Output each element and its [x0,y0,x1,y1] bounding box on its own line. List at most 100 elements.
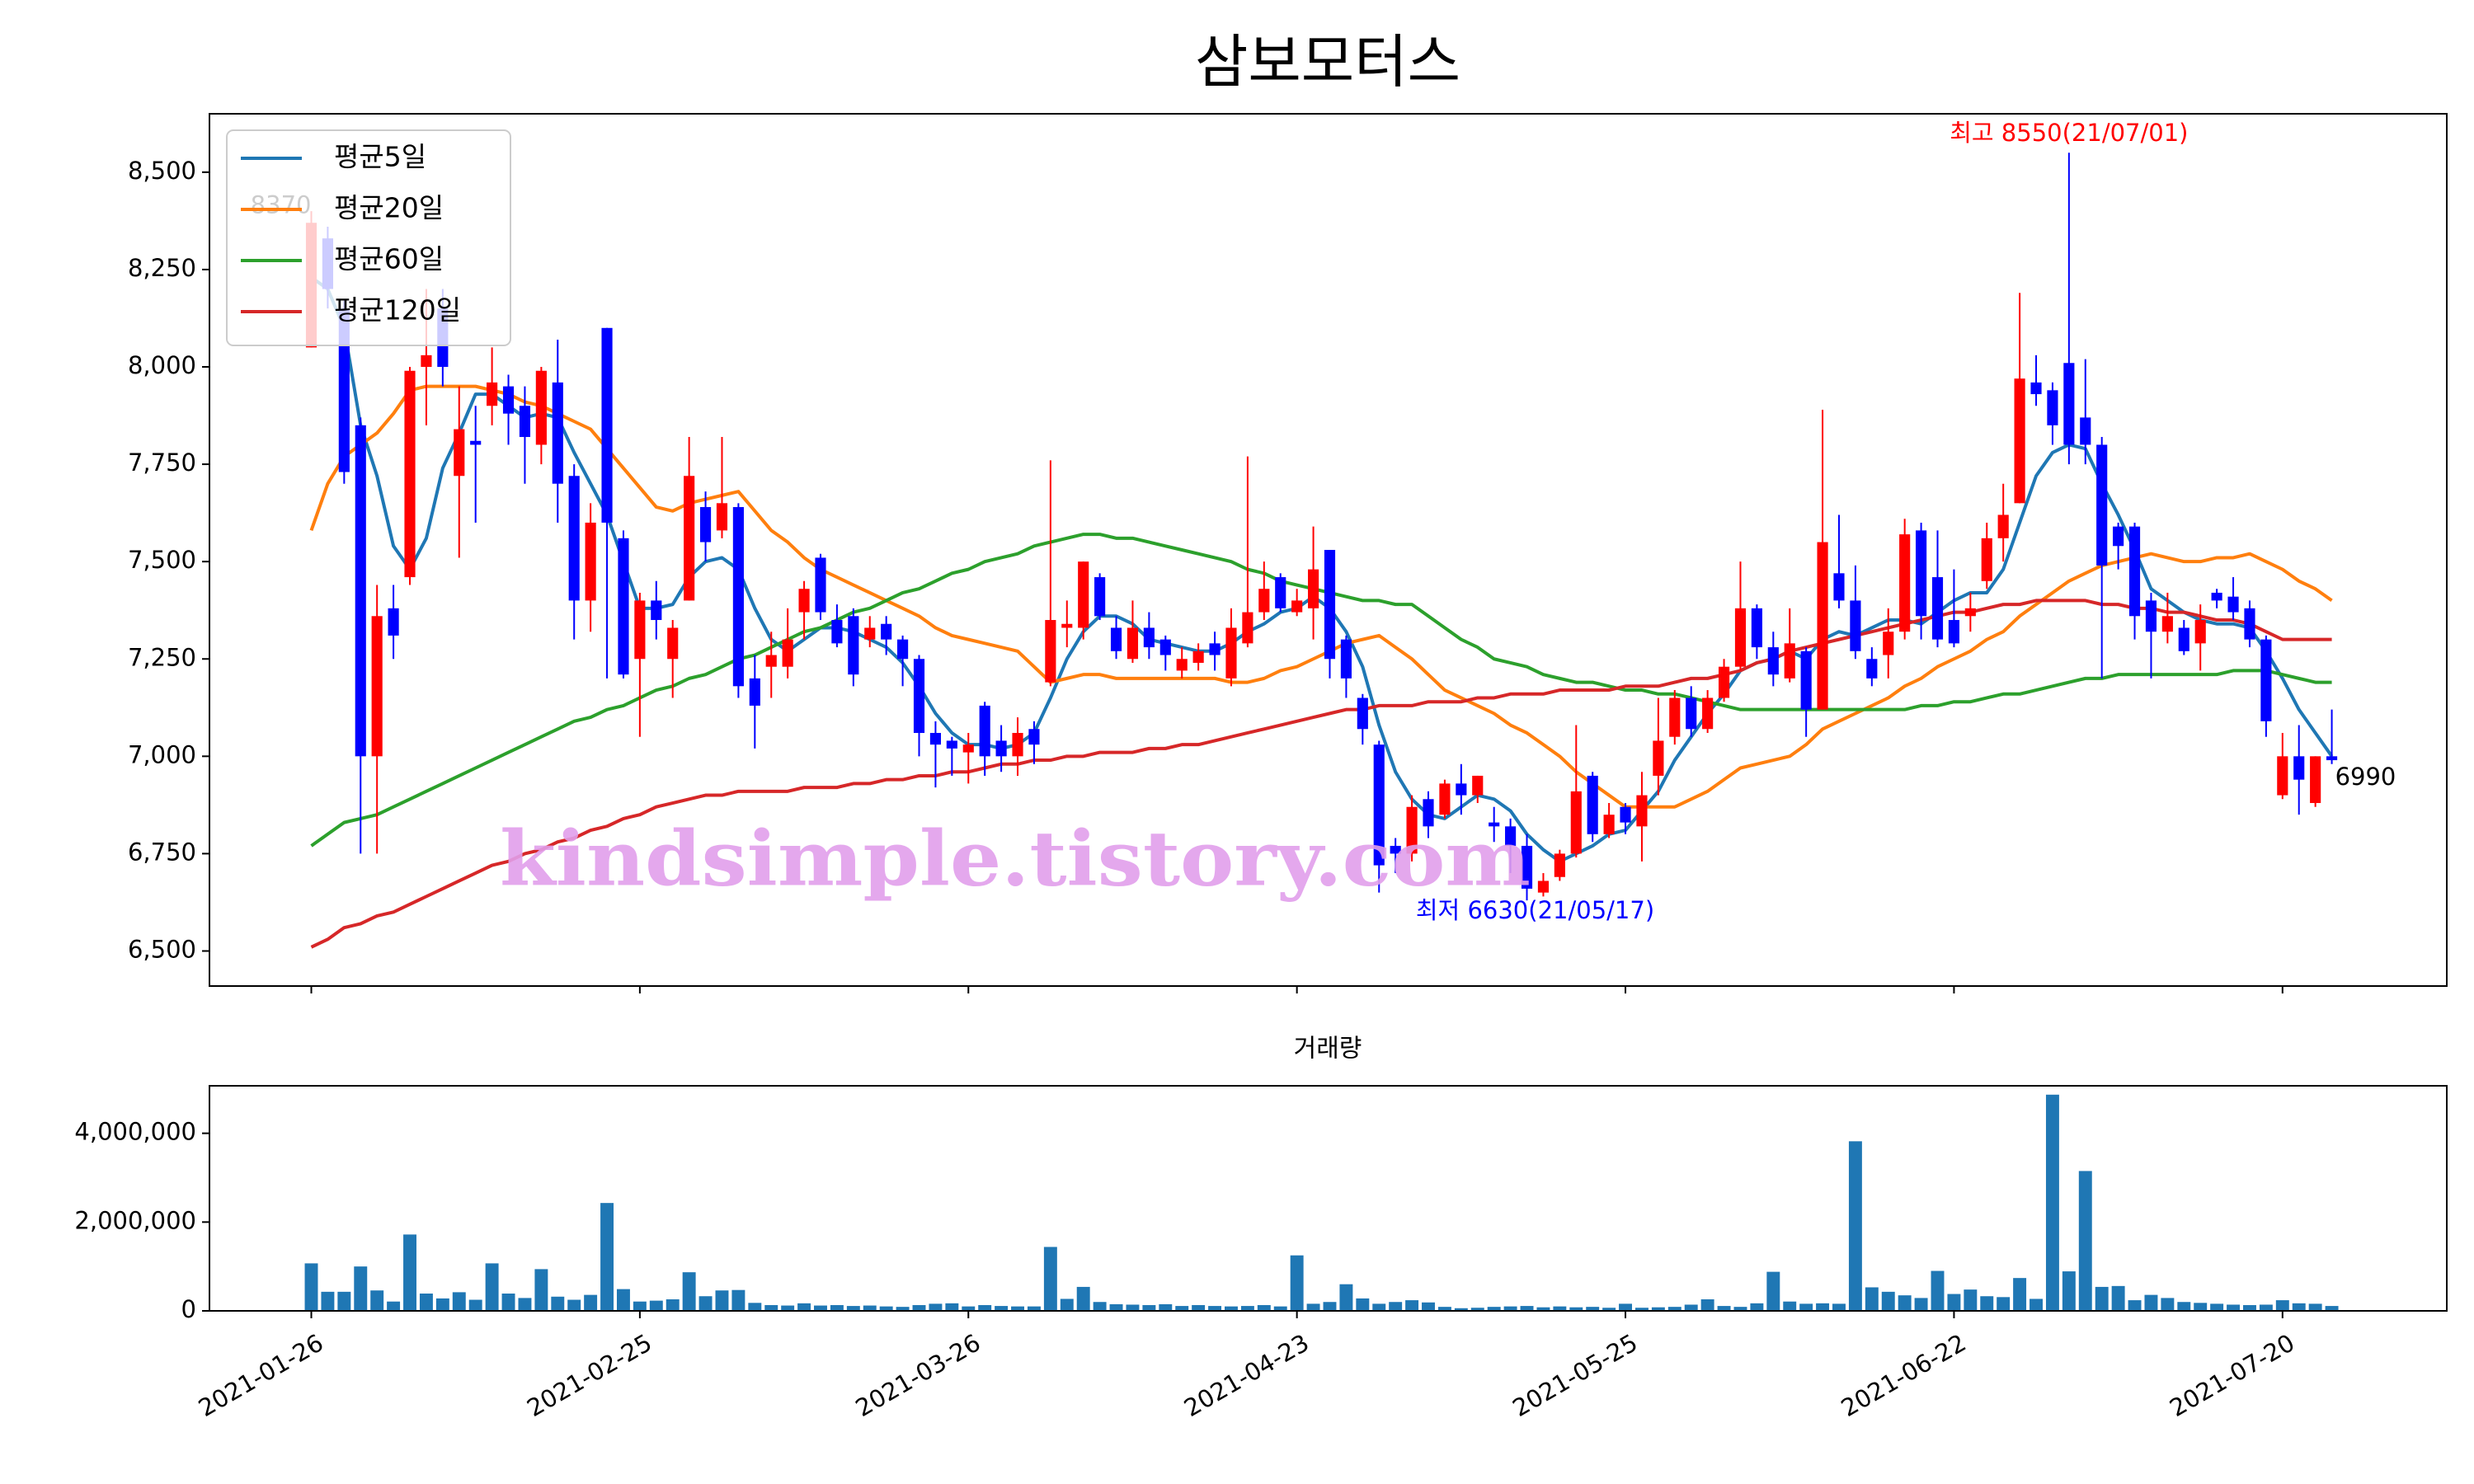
volume-bar [1372,1303,1386,1311]
candle-body [732,507,744,687]
candle-body [1521,845,1533,889]
candle-body [1916,530,1927,617]
volume-bar [633,1301,647,1311]
chart-title: 삼보모터스 [1195,28,1460,96]
candle-body [716,503,728,531]
volume-bar [1799,1303,1813,1311]
volume-bar [1651,1307,1665,1311]
candle-body [1324,550,1336,660]
volume-bar [649,1300,663,1311]
candle-body [1686,697,1697,730]
volume-bar [1027,1306,1041,1311]
volume-axes-frame [209,1085,2448,1312]
candle-body [502,386,515,414]
candle-body [1883,632,1894,655]
candle-body [1045,620,1056,683]
candle-body [699,507,712,542]
candle-body [421,355,432,368]
volume-bar [534,1269,548,1311]
ma-line [310,599,2332,949]
volume-bar [387,1301,401,1311]
volume-bar [896,1307,910,1311]
volume-title: 거래량 [1294,1035,1362,1064]
volume-bar [2259,1304,2273,1311]
candle-body [2194,620,2206,644]
volume-bar [403,1234,416,1311]
candle-body [1603,815,1615,834]
volume-bar [2275,1300,2289,1311]
candle-body [1242,612,1253,644]
candle-body [1997,514,2009,538]
volume-bar [929,1303,943,1311]
volume-bar [1766,1271,1780,1311]
candle-body [1390,845,1401,854]
volume-bar [978,1305,992,1311]
volume-bar [2095,1286,2109,1311]
candle-body [1537,881,1550,893]
candle-body [1850,600,1861,651]
volume-bar [879,1306,893,1311]
volume-bar [370,1290,384,1311]
volume-bar [2045,1094,2059,1311]
volume-bar [1093,1302,1107,1311]
volume-bar [2013,1278,2027,1311]
volume-bar [1454,1308,1468,1311]
volume-bar [2177,1302,2191,1311]
volume-bar [797,1303,811,1311]
candle-body [798,589,810,613]
volume-bar [2078,1171,2092,1311]
main-axes-frame [209,113,2448,987]
candle-body [1078,561,1089,628]
candle-body [601,327,613,523]
candle-body [454,429,465,477]
high-annotation: 최고 8550(21/07/01) [1950,119,2188,147]
candle-body [1094,577,1106,617]
volume-bar [1783,1301,1797,1311]
candle-body [651,600,662,621]
legend-label: 평균20일 [334,192,444,224]
volume-bar [781,1305,795,1311]
candle-body [2063,363,2075,445]
candle-body [1176,659,1188,671]
candle-body [1307,569,1319,608]
volume-bar [1389,1302,1403,1311]
candle-body [404,370,416,578]
y-tick-label: 7,000 [128,740,196,768]
volume-bar [731,1289,745,1311]
low-annotation: 최저 6630(21/05/17) [1416,896,1654,924]
candle-body [667,627,679,660]
volume-bar [337,1291,351,1311]
candle-body [831,620,843,644]
volume-bar [600,1203,614,1311]
candle-body [2211,592,2222,601]
volume-bar [1339,1284,1353,1311]
candle-body [2227,596,2239,613]
volume-bar [551,1296,565,1311]
candle-body [470,440,482,445]
volume-bar [1257,1305,1271,1311]
candle-body [388,608,399,636]
candle-body [946,740,957,749]
candle-body [1587,775,1598,834]
candle-body [2244,608,2255,640]
ma-line [310,533,2332,848]
volume-bar [1273,1306,1287,1311]
candle-body [962,744,974,753]
volume-bar [1503,1306,1517,1311]
candle-body [1012,732,1023,757]
candle-body [355,425,366,757]
volume-bar [468,1299,482,1311]
volume-bar [1848,1141,1862,1311]
volume-bar [321,1291,335,1311]
volume-bar [584,1294,598,1311]
candle-body [1570,791,1582,854]
volume-bar [2062,1271,2076,1311]
volume-bar [666,1299,680,1311]
volume-bar [2128,1300,2142,1311]
candle-body [2260,639,2272,721]
candle-body [2047,390,2058,425]
candle-body [1406,806,1418,854]
volume-bar [1865,1287,1879,1311]
volume-bar [1109,1303,1123,1311]
